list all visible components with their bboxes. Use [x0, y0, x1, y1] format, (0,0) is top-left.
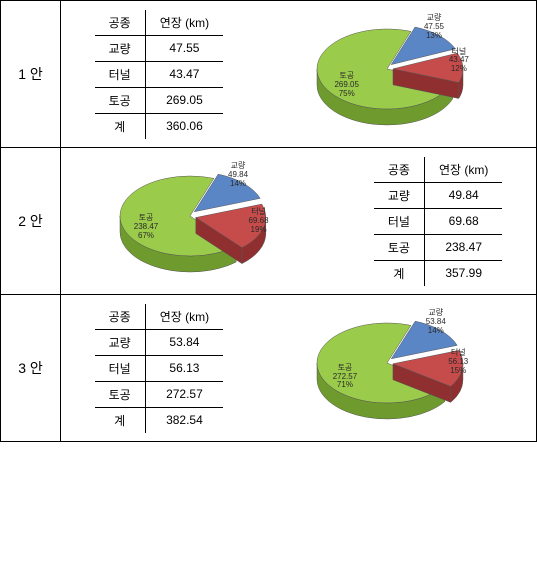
cell-category: 교량 [374, 182, 425, 208]
cell-category: 토공 [95, 87, 146, 113]
table-row: 계382.54 [95, 407, 224, 433]
slice-label-tunnel: 터널69.6819% [249, 208, 269, 234]
pie-chart: 교량53.8414%터널56.1315% 토공272.5771% [292, 303, 502, 433]
table-row: 토공238.47 [374, 234, 503, 260]
col-header-type: 공종 [95, 304, 146, 330]
cell-value: 272.57 [145, 381, 223, 407]
cell-value: 53.84 [145, 329, 223, 355]
cell-value: 238.47 [424, 234, 502, 260]
plan-content: 공종연장 (km)교량47.55터널43.47토공269.05계360.06교량… [61, 1, 537, 148]
slice-label-earth: 토공272.5771% [333, 364, 357, 390]
data-table: 공종연장 (km)교량53.84터널56.13토공272.57계382.54 [95, 304, 224, 433]
col-header-length: 연장 (km) [145, 10, 223, 36]
table-row: 계357.99 [374, 260, 503, 286]
cell-value: 56.13 [145, 355, 223, 381]
table-row: 터널43.47 [95, 61, 224, 87]
comparison-table: 1 안공종연장 (km)교량47.55터널43.47토공269.05계360.0… [0, 0, 537, 442]
cell-value: 49.84 [424, 182, 502, 208]
cell-value: 43.47 [145, 61, 223, 87]
cell-category: 토공 [374, 234, 425, 260]
slice-label-tunnel: 터널56.1315% [448, 349, 468, 375]
plan-content: 공종연장 (km)교량53.84터널56.13토공272.57계382.54교량… [61, 295, 537, 442]
table-row: 교량49.84 [374, 182, 503, 208]
cell-category: 토공 [95, 381, 146, 407]
col-header-length: 연장 (km) [145, 304, 223, 330]
table-row: 터널56.13 [95, 355, 224, 381]
table-row: 계360.06 [95, 113, 224, 139]
col-header-type: 공종 [374, 157, 425, 183]
plan-row: 3 안 공종연장 (km)교량53.84터널56.13토공272.57계382.5… [1, 295, 537, 442]
cell-value: 69.68 [424, 208, 502, 234]
slice-label-bridge: 교량53.8414% [426, 309, 446, 335]
slice-label-earth: 토공238.4767% [134, 214, 158, 240]
pie-chart: 교량47.5513%터널43.4712% 토공269.0575% [292, 9, 502, 139]
slice-label-bridge: 교량49.8414% [228, 162, 248, 188]
slice-label-earth: 토공269.0575% [334, 72, 358, 98]
cell-category: 계 [95, 113, 146, 139]
col-header-type: 공종 [95, 10, 146, 36]
cell-category: 터널 [95, 355, 146, 381]
col-header-length: 연장 (km) [424, 157, 502, 183]
cell-category: 터널 [95, 61, 146, 87]
plan-label: 1 안 [1, 1, 61, 148]
table-row: 교량47.55 [95, 35, 224, 61]
plan-row: 1 안 공종연장 (km)교량47.55터널43.47토공269.05계360.0… [1, 1, 537, 148]
table-row: 교량53.84 [95, 329, 224, 355]
plan-row: 2 안 교량49.8414%터널69.6819% 토공238.4767% 공종연장 (… [1, 148, 537, 295]
table-row: 토공272.57 [95, 381, 224, 407]
plan-content: 교량49.8414%터널69.6819% 토공238.4767% 공종연장 (km)… [61, 148, 537, 295]
cell-value: 382.54 [145, 407, 223, 433]
slice-label-tunnel: 터널43.4712% [449, 48, 469, 74]
data-table: 공종연장 (km)교량49.84터널69.68토공238.47계357.99 [374, 157, 503, 286]
plan-label: 2 안 [1, 148, 61, 295]
cell-category: 계 [374, 260, 425, 286]
cell-category: 교량 [95, 329, 146, 355]
cell-category: 교량 [95, 35, 146, 61]
table-row: 토공269.05 [95, 87, 224, 113]
cell-value: 357.99 [424, 260, 502, 286]
cell-category: 터널 [374, 208, 425, 234]
data-table: 공종연장 (km)교량47.55터널43.47토공269.05계360.06 [95, 10, 224, 139]
plan-label: 3 안 [1, 295, 61, 442]
cell-category: 계 [95, 407, 146, 433]
cell-value: 47.55 [145, 35, 223, 61]
table-row: 터널69.68 [374, 208, 503, 234]
cell-value: 360.06 [145, 113, 223, 139]
cell-value: 269.05 [145, 87, 223, 113]
pie-chart: 교량49.8414%터널69.6819% 토공238.4767% [95, 156, 305, 286]
slice-label-bridge: 교량47.5513% [424, 14, 444, 40]
